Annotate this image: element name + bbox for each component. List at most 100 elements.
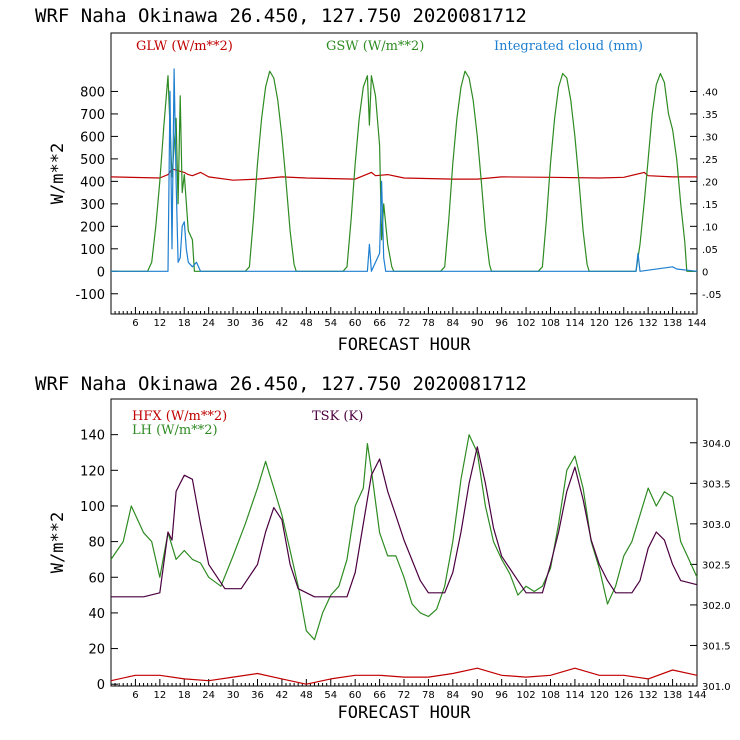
p1-series-line-2 xyxy=(111,70,697,272)
p1-y-tick-label: 300 xyxy=(80,198,105,213)
p1-x-tick-label: 144 xyxy=(687,318,706,329)
p1-x-tick-label: 132 xyxy=(639,318,658,329)
p2-x-tick-label: 78 xyxy=(422,690,435,701)
p2-x-tick-label: 138 xyxy=(663,690,682,701)
p2-y-tick-label: 20 xyxy=(88,643,105,658)
p2-y-tick-label: 60 xyxy=(88,571,105,586)
p2-legend-entry-1: HFX (W/m**2) xyxy=(132,409,227,424)
p1-x-tick-label: 60 xyxy=(349,318,362,329)
p2-series-line-1 xyxy=(110,667,698,685)
p1-y2-tick-label: .40 xyxy=(702,87,718,98)
p2-x-tick-label: 132 xyxy=(639,690,658,701)
p1-x-tick-label: 90 xyxy=(471,318,484,329)
p2-x-tick-label: 54 xyxy=(324,690,337,701)
p2-y2-tick-label: 301.5 xyxy=(702,641,731,652)
p2-y-axis-label: W/m**2 xyxy=(48,512,68,573)
p1-x-tick-label: 114 xyxy=(565,318,584,329)
p2-x-tick-label: 84 xyxy=(446,690,459,701)
p1-legend-entry-1: GLW (W/m**2) xyxy=(136,39,233,54)
p1-x-tick-label: 36 xyxy=(251,318,264,329)
p1-y2-tick-label: .30 xyxy=(702,132,718,143)
p1-y2-tick-label: -.05 xyxy=(702,290,722,301)
p1-y-tick-label: -100 xyxy=(75,288,105,303)
p2-x-axis-label: FORECAST HOUR xyxy=(337,703,471,723)
p1-x-tick-label: 24 xyxy=(202,318,215,329)
p2-x-tick-label: 12 xyxy=(153,690,166,701)
p1-y2-tick-label: 0 xyxy=(702,267,708,278)
p2-y2-tick-label: 304.0 xyxy=(702,439,731,450)
p1-y-tick-label: 500 xyxy=(80,153,105,168)
p2-y2-tick-label: 303.5 xyxy=(702,479,731,490)
p2-x-tick-label: 42 xyxy=(276,690,289,701)
p2-x-tick-label: 102 xyxy=(517,690,536,701)
p1-y2-tick-label: .20 xyxy=(702,177,718,188)
p1-x-axis-label: FORECAST HOUR xyxy=(337,335,471,355)
p2-y2-tick-label: 301.0 xyxy=(702,682,731,693)
p1-x-tick-label: 120 xyxy=(590,318,609,329)
p2-x-tick-label: 96 xyxy=(495,690,508,701)
p1-y-tick-label: 200 xyxy=(80,220,105,235)
p1-y2-tick-label: .25 xyxy=(702,155,718,166)
p2-x-tick-label: 18 xyxy=(178,690,191,701)
p1-y2-tick-label: .15 xyxy=(702,200,718,211)
p2-x-tick-label: 108 xyxy=(541,690,560,701)
p2-x-tick-label: 66 xyxy=(373,690,386,701)
p1-y2-tick-label: .05 xyxy=(702,245,718,256)
p1-series-line-1 xyxy=(110,168,697,181)
p2-x-tick-label: 72 xyxy=(398,690,411,701)
p1-x-tick-label: 18 xyxy=(178,318,191,329)
p2-x-tick-label: 6 xyxy=(132,690,138,701)
p1-y2-tick-label: .10 xyxy=(702,222,718,233)
p1-legend-entry-2: GSW (W/m**2) xyxy=(326,39,424,54)
p2-x-tick-label: 126 xyxy=(614,690,633,701)
p2-y2-tick-label: 302.5 xyxy=(702,560,731,571)
p1-x-tick-label: 54 xyxy=(324,318,337,329)
p1-y-tick-label: 400 xyxy=(80,175,105,190)
p2-title: WRF Naha Okinawa 26.450, 127.750 2020081… xyxy=(35,373,527,395)
p1-x-tick-label: 72 xyxy=(398,318,411,329)
p1-x-tick-label: 48 xyxy=(300,318,313,329)
p1-x-tick-label: 84 xyxy=(446,318,459,329)
p2-y-tick-label: 120 xyxy=(80,464,105,479)
p2-y-tick-label: 100 xyxy=(80,500,105,515)
p1-y-tick-label: 800 xyxy=(80,85,105,100)
p2-x-tick-label: 48 xyxy=(300,690,313,701)
p1-x-tick-label: 126 xyxy=(614,318,633,329)
p1-x-tick-label: 12 xyxy=(153,318,166,329)
p2-y-tick-label: 140 xyxy=(80,429,105,444)
p1-series-line-3 xyxy=(111,68,698,272)
p2-x-tick-label: 60 xyxy=(349,690,362,701)
p1-y-tick-label: 0 xyxy=(97,265,105,280)
p2-x-tick-label: 24 xyxy=(202,690,215,701)
p1-x-tick-label: 30 xyxy=(227,318,240,329)
p1-y-axis-label: W/m**2 xyxy=(48,143,68,204)
p1-y-tick-label: 100 xyxy=(80,243,105,258)
p1-y2-tick-label: .35 xyxy=(702,110,718,121)
p2-series-line-3 xyxy=(111,446,698,598)
p2-x-tick-label: 144 xyxy=(687,690,706,701)
p2-x-tick-label: 90 xyxy=(471,690,484,701)
p1-y-tick-label: 600 xyxy=(80,130,105,145)
p2-x-tick-label: 36 xyxy=(251,690,264,701)
p2-x-tick-label: 114 xyxy=(565,690,584,701)
p1-legend-entry-3: Integrated cloud (mm) xyxy=(494,39,643,54)
p2-y2-tick-label: 303.0 xyxy=(702,520,731,531)
p1-x-tick-label: 78 xyxy=(422,318,435,329)
p1-x-tick-label: 66 xyxy=(373,318,386,329)
p1-title: WRF Naha Okinawa 26.450, 127.750 2020081… xyxy=(35,5,527,27)
p1-x-tick-label: 108 xyxy=(541,318,560,329)
p2-x-tick-label: 30 xyxy=(227,690,240,701)
p2-y2-tick-label: 302.0 xyxy=(702,601,731,612)
p2-y-tick-label: 80 xyxy=(88,536,105,551)
p1-x-tick-label: 96 xyxy=(495,318,508,329)
p2-legend-entry-2: LH (W/m**2) xyxy=(132,423,218,438)
p2-x-tick-label: 120 xyxy=(590,690,609,701)
p2-y-tick-label: 40 xyxy=(88,607,105,622)
p2-plot-frame xyxy=(110,398,698,687)
p1-x-tick-label: 138 xyxy=(663,318,682,329)
p1-x-tick-label: 42 xyxy=(276,318,289,329)
p1-x-tick-label: 6 xyxy=(132,318,138,329)
p2-series-line-2 xyxy=(110,434,698,641)
p2-legend-entry-3: TSK (K) xyxy=(312,409,363,424)
